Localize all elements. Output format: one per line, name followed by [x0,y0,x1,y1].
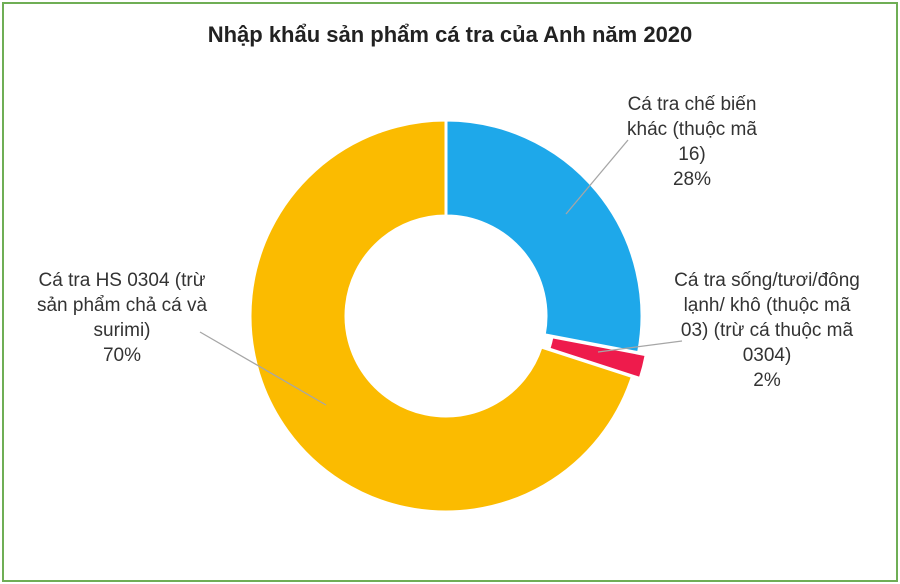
value-label: 70% [102,345,142,366]
leader-line [597,340,683,353]
category-label: Cá tra sống/tươi/đông lạnh/ khô (thuộc m… [674,270,860,366]
donut-slice [248,118,635,514]
leader-line [199,331,327,406]
value-label: 28% [672,169,712,190]
category-label: Cá tra chế biến khác (thuộc mã 16) [627,94,757,165]
leader-line [565,139,629,215]
slice-label: Cá tra chế biến khác (thuộc mã 16) 28% [612,92,772,192]
category-label: Cá tra HS 0304 (trừ sản phẩm chả cá và s… [36,270,208,341]
slices [248,118,649,514]
slice-label: Cá tra sống/tươi/đông lạnh/ khô (thuộc m… [672,268,862,393]
slice-label: Cá tra HS 0304 (trừ sản phẩm chả cá và s… [32,268,212,368]
value-label: 2% [753,370,781,391]
donut-slice [444,118,644,355]
chart-title: Nhập khẩu sản phẩm cá tra của Anh năm 20… [208,22,693,47]
